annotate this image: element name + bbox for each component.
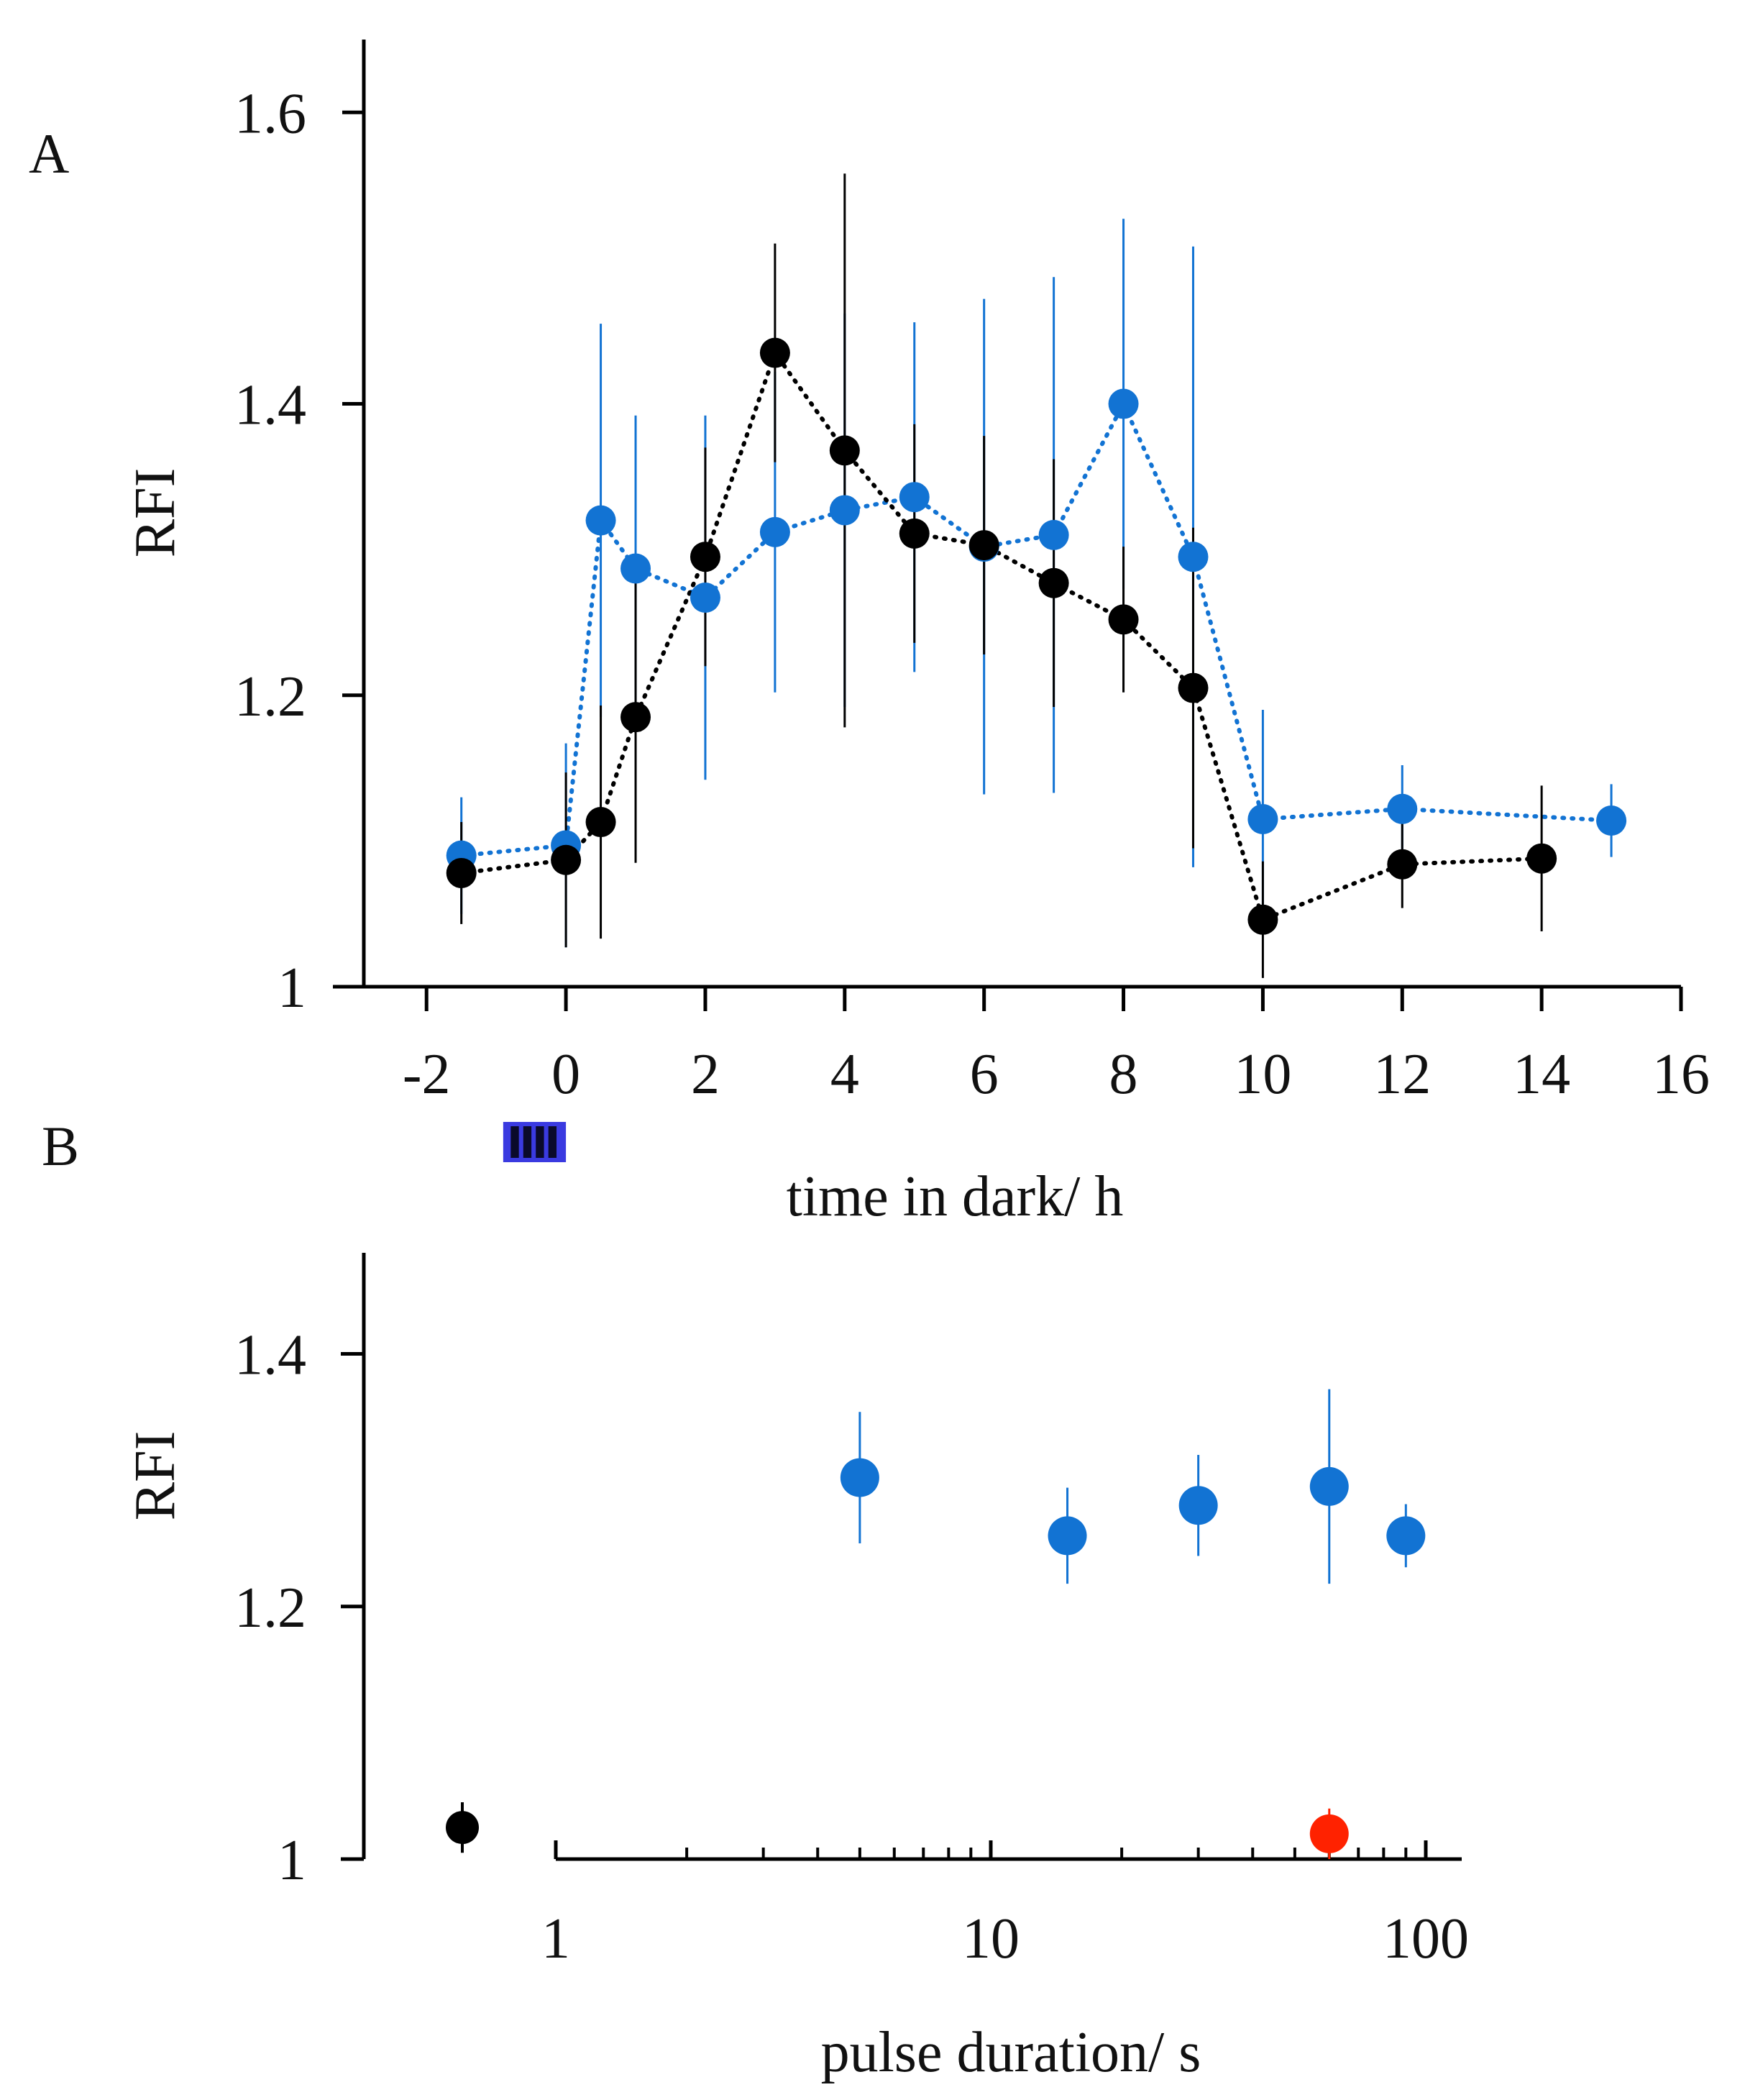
series-blue-point xyxy=(1387,793,1418,824)
panel-b-x-axis-title: pulse duration/ s xyxy=(821,2021,1201,2084)
panel-a-y-tick-label: 1.4 xyxy=(234,374,306,437)
panel-a-x-tick-label: 8 xyxy=(1109,1043,1138,1106)
panel-a-y-tick-label: 1.2 xyxy=(234,665,306,729)
series-black-point xyxy=(1038,567,1069,598)
series-blue-point xyxy=(1386,1516,1426,1556)
panel-a-x-tick-label: 6 xyxy=(970,1043,999,1106)
series-black-point xyxy=(759,337,790,368)
series-blue-point xyxy=(1309,1466,1349,1506)
panel-a-x-tick-label: 4 xyxy=(830,1043,859,1106)
series-blue-point xyxy=(840,1458,879,1497)
panel-b-chart: B RFI pulse duration/ s 1 10 100 1 1.2 1.4 xyxy=(42,1115,1469,2084)
light-pulse-stripe xyxy=(548,1126,557,1158)
series-black-point xyxy=(899,518,930,549)
series-blue-point xyxy=(585,505,616,536)
series-blue-point xyxy=(1178,542,1209,572)
series-black-point xyxy=(620,702,651,733)
series-black-point xyxy=(551,844,582,875)
panel-b-y-tick-label: 1 xyxy=(278,1829,306,1892)
panel-a-x-axis-title: time in dark/ h xyxy=(787,1165,1124,1228)
panel-b-y-axis-title: RFI xyxy=(124,1431,187,1521)
series-black-point xyxy=(1178,672,1209,703)
panel-b-x-tick-label: 1 xyxy=(541,1907,570,1971)
panel-a-x-tick-label: 0 xyxy=(551,1043,580,1106)
panel-a-x-tick-label: 16 xyxy=(1652,1043,1710,1106)
series-blue-point xyxy=(1247,803,1278,834)
series-black-point xyxy=(1387,849,1418,880)
light-pulse-stripe xyxy=(536,1126,544,1158)
series-blue-point xyxy=(1038,519,1069,550)
panel-b-y-tick-label: 1.4 xyxy=(234,1324,306,1387)
series-black-line xyxy=(459,348,1544,923)
panel-b-label: B xyxy=(42,1115,79,1177)
panel-a-chart: A RFI time in dark/ h -2 0 2 4 6 8 10 12 14 16 1 1… xyxy=(29,40,1710,1228)
series-black-point xyxy=(690,542,720,572)
series-red-point xyxy=(1309,1814,1349,1853)
series-black-point xyxy=(1247,904,1278,935)
series-black-point xyxy=(968,530,999,561)
panel-a-x-tick-label: 14 xyxy=(1513,1043,1570,1106)
panel-a-x-tick-label: 12 xyxy=(1373,1043,1431,1106)
panel-a-y-tick-label: 1 xyxy=(278,957,306,1020)
series-blue-point xyxy=(899,482,930,513)
series-blue-point xyxy=(759,516,790,547)
series-blue-point xyxy=(829,495,860,526)
panel-a-y-tick-label: 1.6 xyxy=(234,82,306,145)
series-blue-point xyxy=(1596,805,1627,836)
light-pulse-stripe xyxy=(510,1126,519,1158)
series-black-point xyxy=(446,857,477,888)
panel-a-label: A xyxy=(29,122,69,185)
series-blue-point xyxy=(620,553,651,584)
panel-b-x-tick-label: 10 xyxy=(962,1907,1020,1971)
panel-b-x-tick-label: 100 xyxy=(1383,1907,1469,1971)
panel-a-y-axis-title: RFI xyxy=(124,468,187,558)
panel-a-x-tick-label: 10 xyxy=(1234,1043,1291,1106)
panel-a-x-tick-label: 2 xyxy=(691,1043,720,1106)
series-blue-point xyxy=(1178,1486,1218,1525)
panel-a-x-tick-label: -2 xyxy=(403,1043,451,1106)
control-point xyxy=(446,1811,479,1845)
panel-b-y-tick-label: 1.2 xyxy=(234,1576,306,1640)
series-black-point xyxy=(1526,843,1557,874)
series-black-point xyxy=(829,435,860,466)
series-black-point xyxy=(1108,604,1139,635)
series-black-point xyxy=(585,807,616,838)
light-pulse-stripe xyxy=(523,1126,532,1158)
series-blue-line xyxy=(459,398,1614,858)
series-blue-point xyxy=(690,583,720,613)
series-blue-point xyxy=(1108,388,1139,419)
series-blue-point xyxy=(1048,1516,1087,1556)
